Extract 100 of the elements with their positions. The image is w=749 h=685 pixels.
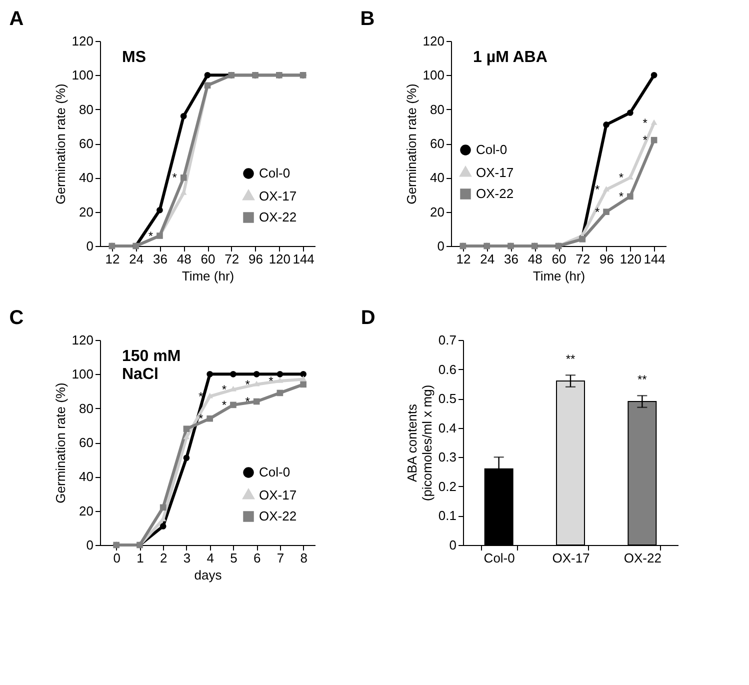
x-tick-label: 48 — [528, 252, 542, 266]
x-tick-label: 120 — [268, 252, 291, 266]
y-tick-label: 0 — [449, 538, 456, 552]
legend-label: OX-22 — [259, 508, 297, 524]
annotation: ** — [637, 372, 648, 386]
point — [627, 110, 634, 116]
point — [276, 390, 284, 396]
point — [300, 371, 306, 378]
y-axis-title: Germination rate (%) — [52, 84, 68, 204]
point — [156, 206, 163, 214]
x-tick-label: 72 — [224, 252, 240, 266]
point — [650, 119, 658, 125]
y-tick-label: 0.6 — [438, 362, 456, 377]
x-tick-label: 12 — [105, 252, 120, 266]
x-tick-label: 36 — [152, 252, 168, 266]
point — [253, 371, 260, 378]
y-axis-title: Germination rate (%) — [52, 382, 68, 504]
text: B — [360, 8, 375, 30]
annotation: * — [618, 189, 624, 204]
x-tick-label: 120 — [620, 252, 642, 266]
x-tick-label: OX-22 — [624, 550, 662, 566]
annotation: * — [642, 116, 648, 130]
x-tick-label: 7 — [276, 550, 284, 566]
y-tick-label: 120 — [422, 34, 444, 48]
point — [206, 415, 213, 422]
point — [183, 426, 190, 432]
annotation: * — [222, 398, 227, 412]
x-tick-label: 96 — [248, 252, 264, 266]
annotation: * — [198, 389, 204, 404]
x-tick-label: 48 — [176, 252, 192, 266]
y-tick-label: 120 — [72, 332, 94, 348]
text: C — [9, 307, 24, 329]
point — [253, 398, 260, 405]
y-axis-title: Germination rate (%) — [404, 84, 419, 204]
point — [204, 72, 211, 78]
x-tick-label: 96 — [600, 252, 614, 266]
y-tick-label: 20 — [430, 204, 444, 220]
legend-label: OX-17 — [259, 488, 297, 502]
x-axis-title: Time (hr) — [532, 268, 586, 284]
point — [300, 376, 306, 382]
point — [627, 193, 634, 200]
x-tick-label: Col-0 — [484, 550, 515, 566]
annotation: * — [245, 377, 250, 392]
text: D — [360, 307, 376, 329]
point — [183, 434, 190, 440]
x-tick-label: 144 — [644, 252, 666, 266]
annotation: * — [245, 394, 250, 408]
x-tick-label: 5 — [230, 550, 238, 566]
point — [603, 122, 610, 128]
point — [180, 113, 187, 120]
y-tick-label: 0.4 — [438, 420, 456, 436]
point — [230, 402, 236, 408]
y-tick-label: 0.7 — [438, 332, 456, 348]
legend-label: Col-0 — [259, 464, 290, 480]
x-axis-title: days — [194, 568, 222, 582]
y-tick-label: 80 — [79, 400, 94, 416]
y-tick-label: 120 — [72, 34, 94, 48]
text: 150 mM NaCl — [122, 348, 181, 383]
x-tick-label: 8 — [300, 550, 308, 566]
annotation: * — [198, 412, 204, 426]
x-tick-label: 72 — [576, 252, 590, 266]
point — [160, 523, 166, 530]
x-tick-label: 0 — [113, 550, 120, 566]
y-tick-label: 80 — [430, 102, 444, 117]
y-tick-label: 100 — [72, 366, 94, 382]
legend-label: OX-17 — [476, 165, 514, 180]
y-tick-label: 0.2 — [438, 478, 456, 494]
point — [206, 371, 213, 378]
x-tick-label: 2 — [160, 550, 168, 566]
y-tick-label: 60 — [79, 136, 94, 151]
x-tick-label: 3 — [183, 550, 191, 566]
x-tick-label: 12 — [456, 252, 471, 266]
x-axis-title: Time (hr) — [182, 268, 234, 284]
annotation: * — [594, 182, 600, 197]
point — [603, 208, 610, 215]
y-tick-label: 100 — [422, 68, 444, 83]
y-tick-label: 40 — [430, 170, 444, 186]
annotation: * — [594, 204, 600, 219]
x-tick-label: 6 — [253, 550, 261, 566]
y-tick-label: 0.5 — [438, 391, 456, 406]
x-tick-label: 36 — [504, 252, 518, 266]
legend-label: OX-17 — [259, 188, 297, 204]
text: A — [9, 8, 24, 30]
y-tick-label: 60 — [79, 435, 94, 450]
text: MS — [122, 49, 146, 66]
text: 1 µM ABA — [473, 49, 548, 66]
legend-label: OX-22 — [259, 210, 297, 224]
x-tick-label: 24 — [480, 252, 495, 266]
y-tick-label: 40 — [79, 469, 94, 484]
point — [276, 377, 284, 383]
y-tick-label: 0.3 — [438, 450, 456, 465]
point — [180, 174, 187, 181]
point — [206, 392, 213, 398]
point — [160, 504, 166, 511]
x-tick-label: 144 — [292, 252, 314, 266]
point — [650, 136, 658, 144]
y-tick-label: 0.1 — [438, 508, 456, 524]
x-tick-label: 60 — [552, 252, 566, 266]
x-tick-label: 24 — [129, 252, 144, 266]
point — [603, 186, 610, 192]
